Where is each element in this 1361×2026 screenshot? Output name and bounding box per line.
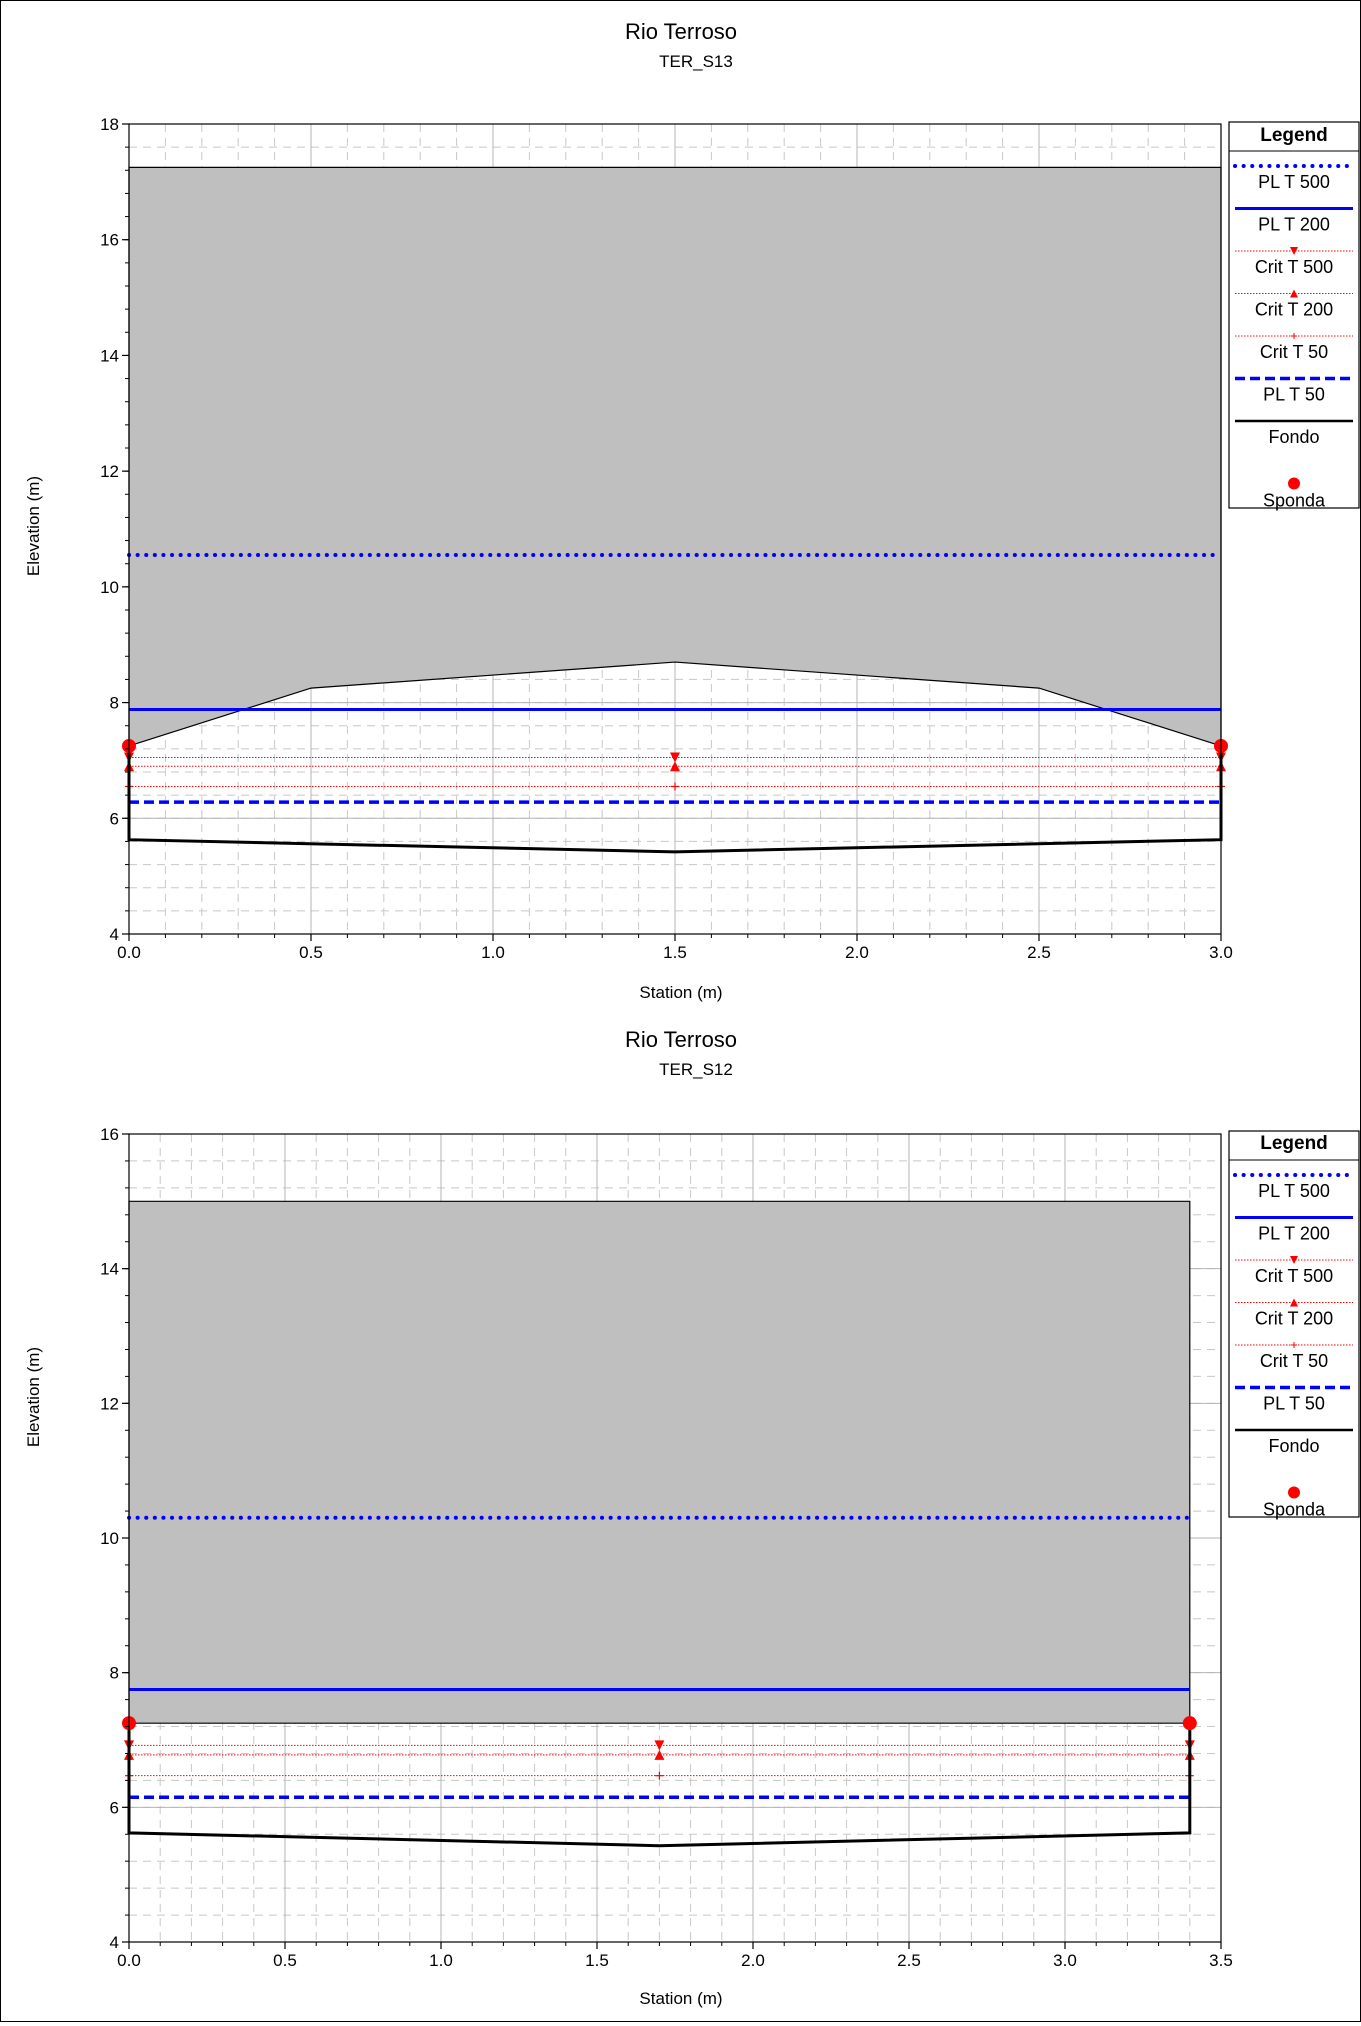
x-tick-label: 3.0 xyxy=(1053,1951,1077,1970)
chart-subtitle: TER_S12 xyxy=(659,1060,733,1079)
x-tick-label: 3.0 xyxy=(1209,943,1233,962)
legend-box xyxy=(1228,121,1360,509)
legend-label-pl-t-500: PL T 500 xyxy=(1258,172,1330,192)
ineffective-area xyxy=(128,166,1222,747)
chart-title: Rio Terroso xyxy=(625,1027,737,1052)
legend-label-crit-t-200: Crit T 200 xyxy=(1255,1309,1333,1329)
x-tick-label: 0.0 xyxy=(117,943,141,962)
marker-crit-t-200 xyxy=(654,1749,665,1760)
legend-box xyxy=(1228,1130,1360,1518)
x-axis-label: Station (m) xyxy=(639,983,722,1002)
legend-label-crit-t-50: Crit T 50 xyxy=(1260,342,1328,362)
x-tick-label: 0.0 xyxy=(117,1951,141,1970)
legend-label-sponda: Sponda xyxy=(1263,1500,1326,1520)
marker-crit-t-200 xyxy=(670,761,680,772)
legend-label-sponda: Sponda xyxy=(1263,491,1326,511)
plot-area: 0.0 0.5 1.0 1.5 2.0 2.5 3.0 3.5 4 6 8 10 12 14 16 xyxy=(100,1125,1233,1970)
legend-marker-crit-t-200 xyxy=(1290,1298,1298,1307)
x-tick-label: 2.0 xyxy=(845,943,869,962)
x-tick-label: 1.5 xyxy=(663,943,687,962)
y-tick-label: 10 xyxy=(100,578,119,597)
legend-title: Legend xyxy=(1260,1133,1328,1154)
chart-title: Rio Terroso xyxy=(625,19,737,44)
y-tick-label: 18 xyxy=(100,115,119,134)
chart-subtitle: TER_S13 xyxy=(659,52,733,71)
x-tick-label: 0.5 xyxy=(273,1951,297,1970)
legend-label-fondo: Fondo xyxy=(1268,427,1319,447)
legend-label-pl-t-200: PL T 200 xyxy=(1258,1224,1330,1244)
x-tick-label: 2.5 xyxy=(897,1951,921,1970)
y-tick-label: 12 xyxy=(100,462,119,481)
legend-label-pl-t-200: PL T 200 xyxy=(1258,215,1330,235)
x-tick-label: 1.0 xyxy=(481,943,505,962)
legend-marker-crit-t-500 xyxy=(1290,1256,1298,1264)
legend-marker-crit-t-200 xyxy=(1290,289,1298,298)
x-tick-label: 1.0 xyxy=(429,1951,453,1970)
legend: Legend PL T 500 PL T 200 Crit T 500 Crit T … xyxy=(1228,1130,1360,1520)
legend-label-fondo: Fondo xyxy=(1268,1436,1319,1456)
legend-label-crit-t-200: Crit T 200 xyxy=(1255,300,1333,320)
legend-label-crit-t-500: Crit T 500 xyxy=(1255,257,1333,277)
y-tick-label: 8 xyxy=(110,694,119,713)
marker-crit-t-500 xyxy=(654,1740,665,1751)
legend: Legend PL T 500 PL T 200 Crit T 500 Crit T … xyxy=(1228,121,1360,511)
ineffective-area xyxy=(128,1200,1191,1724)
y-tick-label: 14 xyxy=(100,1260,119,1279)
legend-label-crit-t-500: Crit T 500 xyxy=(1255,1266,1333,1286)
legend-label-pl-t-50: PL T 50 xyxy=(1263,1394,1325,1414)
y-axis-label: Elevation (m) xyxy=(24,476,43,576)
legend-label-pl-t-50: PL T 50 xyxy=(1263,385,1325,405)
x-tick-label: 2.5 xyxy=(1027,943,1051,962)
legend-label-crit-t-50: Crit T 50 xyxy=(1260,1351,1328,1371)
y-tick-label: 8 xyxy=(110,1664,119,1683)
y-tick-label: 4 xyxy=(110,925,119,944)
x-tick-label: 1.5 xyxy=(585,1951,609,1970)
legend-label-pl-t-500: PL T 500 xyxy=(1258,1181,1330,1201)
legend-swatch-sponda xyxy=(1288,1486,1300,1499)
chart-ter-s13: Rio Terroso TER_S13 0.0 0.5 1.0 1.5 2.0 2.5 3.… xyxy=(24,19,1360,1002)
y-tick-label: 12 xyxy=(100,1394,119,1413)
y-tick-label: 6 xyxy=(110,809,119,828)
y-tick-label: 6 xyxy=(110,1798,119,1817)
legend-title: Legend xyxy=(1260,125,1328,146)
y-tick-label: 4 xyxy=(110,1933,119,1952)
y-tick-label: 14 xyxy=(100,346,119,365)
plot-area: 0.0 0.5 1.0 1.5 2.0 2.5 3.0 4 6 8 10 12 14 16 18 xyxy=(100,115,1233,962)
y-axis-label: Elevation (m) xyxy=(24,1347,43,1447)
marker-crit-t-500 xyxy=(670,752,680,763)
series-sponda-point xyxy=(1182,1716,1197,1731)
y-tick-label: 16 xyxy=(100,1125,119,1144)
x-tick-label: 2.0 xyxy=(741,1951,765,1970)
x-tick-label: 0.5 xyxy=(299,943,323,962)
x-tick-label: 3.5 xyxy=(1209,1951,1233,1970)
x-axis-label: Station (m) xyxy=(639,1989,722,2008)
legend-marker-crit-t-500 xyxy=(1290,247,1298,255)
y-tick-label: 16 xyxy=(100,231,119,250)
chart-ter-s12: Rio Terroso TER_S12 0.0 0.5 1.0 1.5 2.0 2.5 3.… xyxy=(24,1027,1360,2008)
y-tick-label: 10 xyxy=(100,1529,119,1548)
legend-swatch-sponda xyxy=(1288,477,1300,490)
